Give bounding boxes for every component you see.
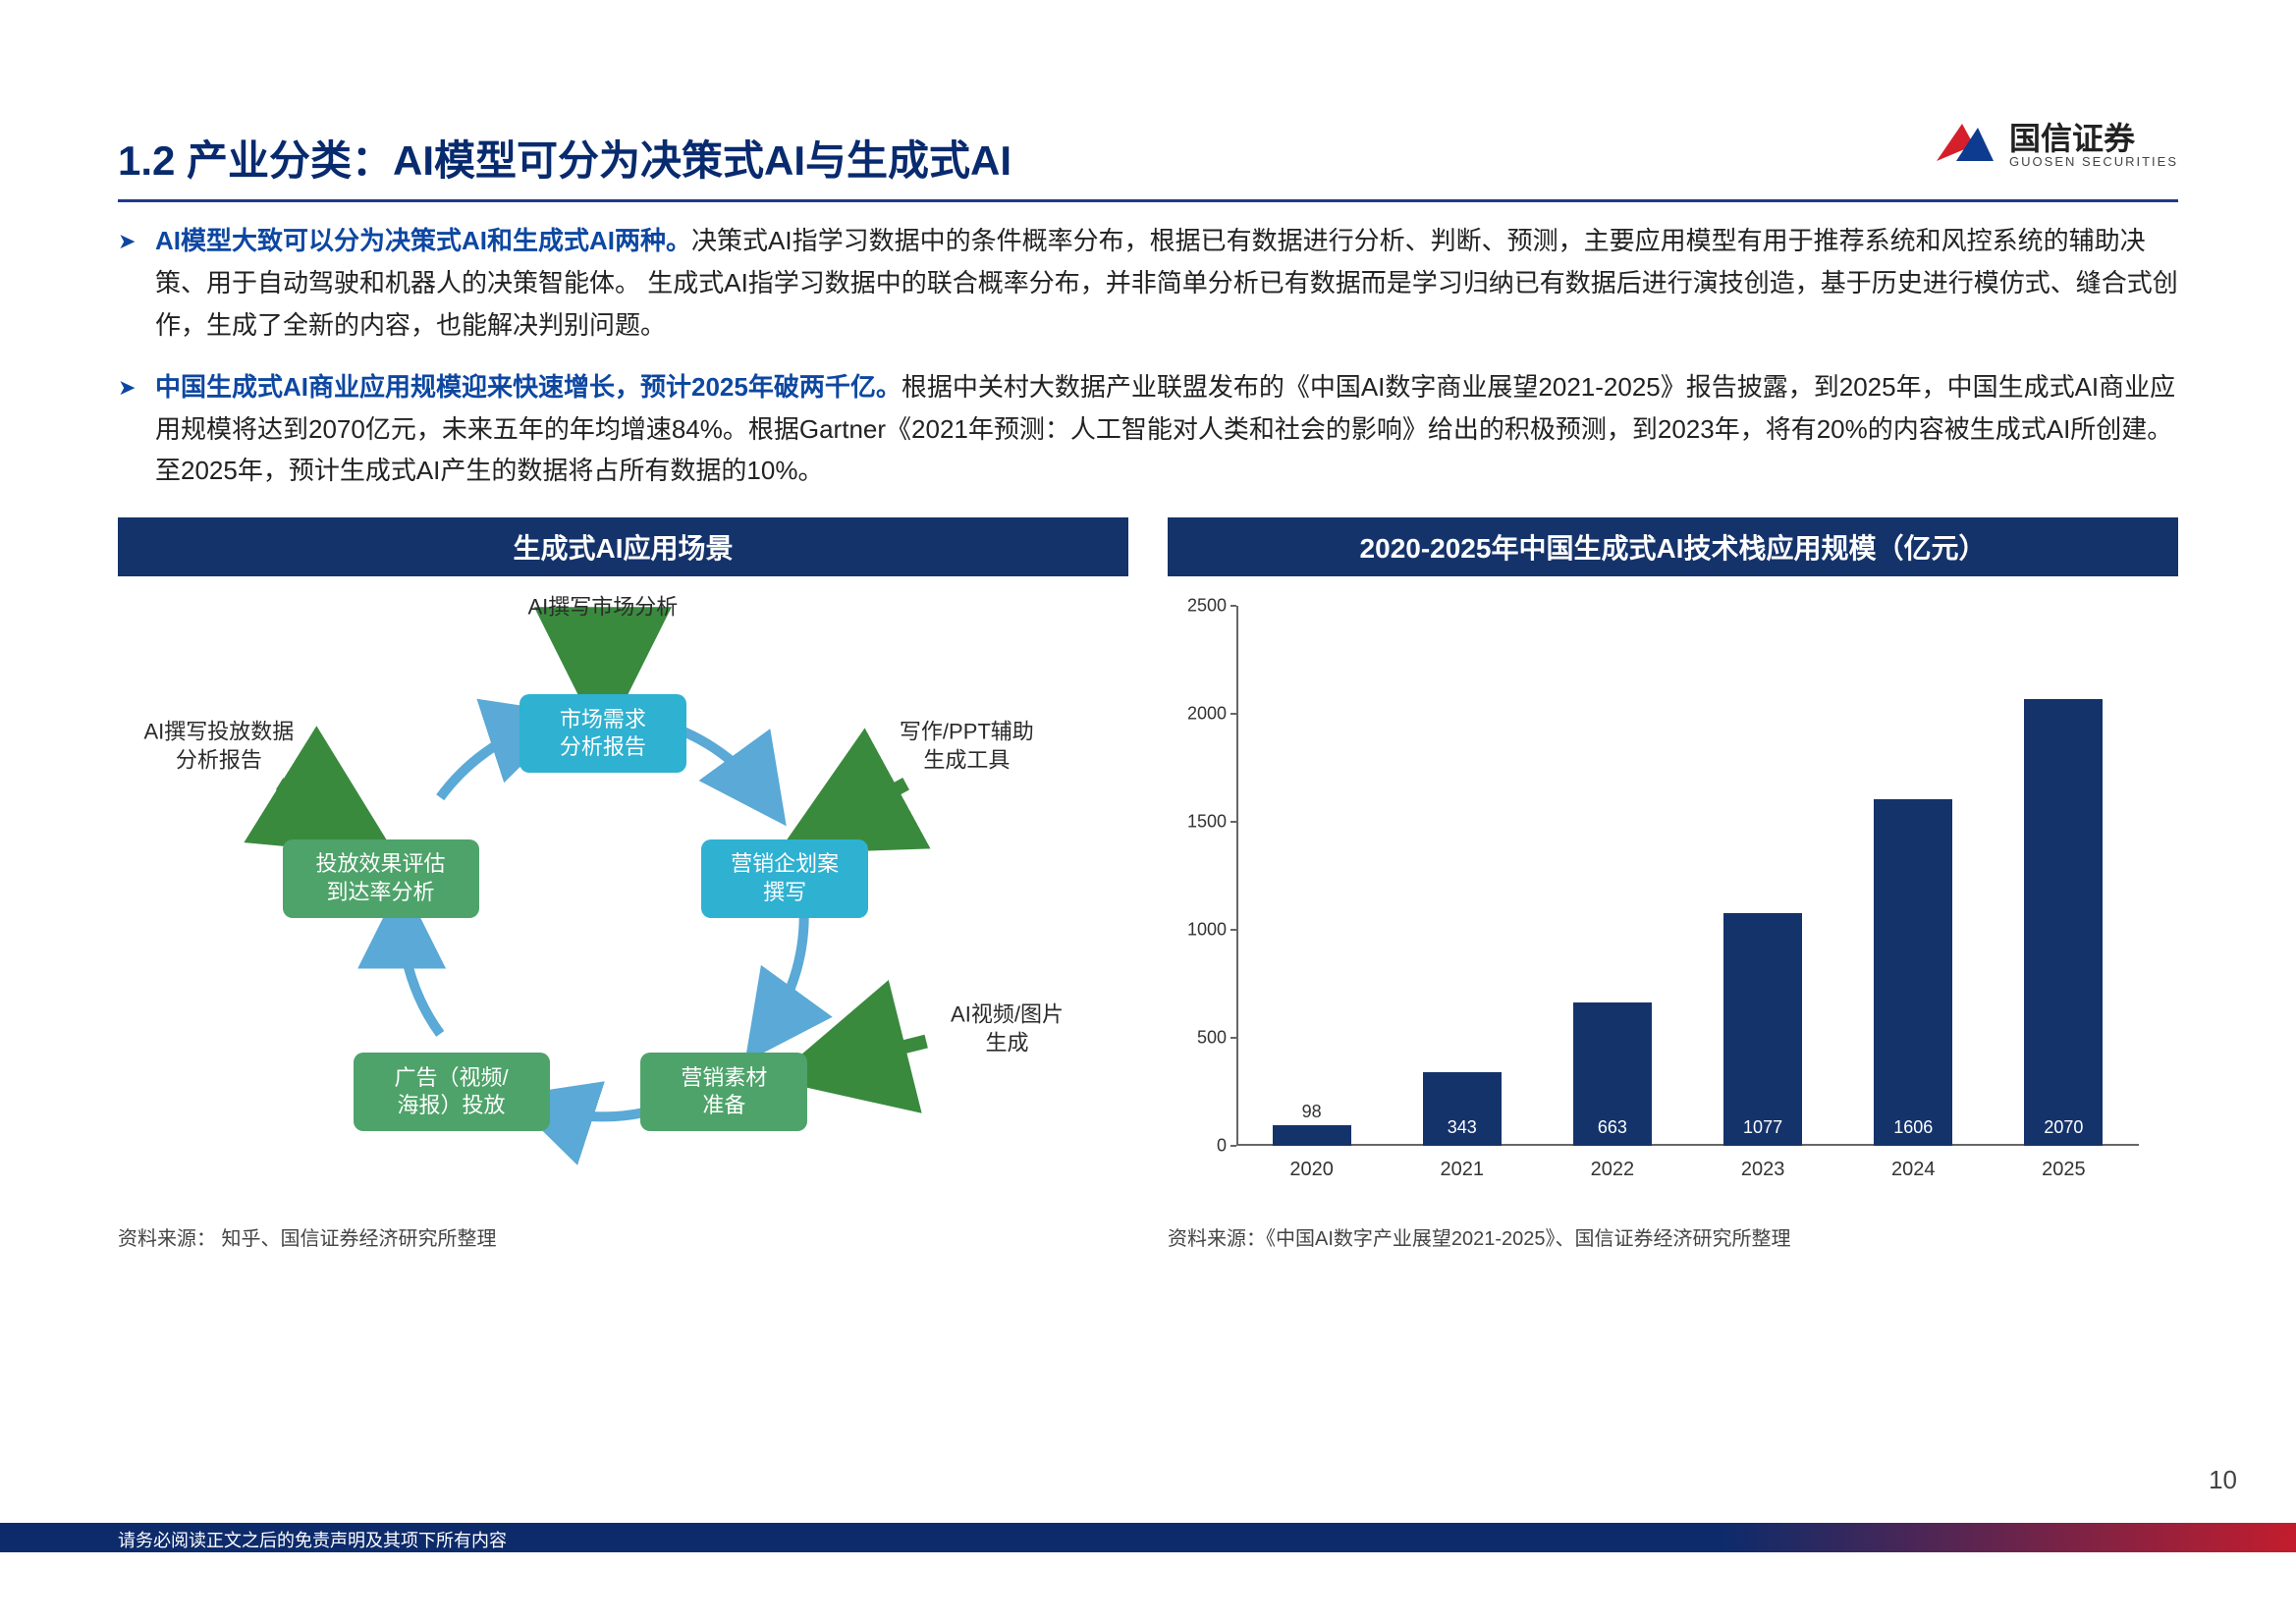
y-tick-label: 500 — [1177, 1028, 1227, 1049]
panel-flowchart-source: 资料来源： 知乎、国信证券经济研究所整理 — [118, 1222, 1128, 1251]
panel-bar-chart-source: 资料来源：《中国AI数字产业展望2021-2025》、国信证券经济研究所整理 — [1168, 1222, 2178, 1251]
flow-node: 营销企划案 撰写 — [701, 839, 868, 918]
bullet-list: ➤ AI模型大致可以分为决策式AI和生成式AI两种。决策式AI指学习数据中的条件… — [118, 220, 2178, 492]
footer-bar: 请务必阅读正文之后的免责声明及其项下所有内容 — [0, 1523, 2296, 1552]
logo-icon — [1929, 118, 1997, 173]
flow-label: AI视频/图片生成 — [947, 1001, 1067, 1057]
bullet-item: ➤ AI模型大致可以分为决策式AI和生成式AI两种。决策式AI指学习数据中的条件… — [118, 220, 2178, 347]
y-tick-mark — [1230, 713, 1236, 715]
bar-value-label: 343 — [1423, 1117, 1502, 1138]
y-tick-label: 0 — [1177, 1136, 1227, 1157]
page-title: 1.2 产业分类：AI模型可分为决策式AI与生成式AI — [118, 128, 1011, 188]
bullet-lead: 中国生成式AI商业应用规模迎来快速增长，预计2025年破两千亿。 — [155, 372, 902, 402]
panel-flowchart: 生成式AI应用场景 市场需求 分析报告营销企划案 撰写营销素材 准备 广告（视频/… — [118, 517, 1128, 1251]
bar-chart-canvas: 0 500 1000 1500 2000 2500 98 2020 343 2021 663 2022… — [1168, 576, 2178, 1205]
flow-label: AI撰写市场分析 — [528, 594, 679, 622]
flowchart-arrows-svg — [118, 576, 1128, 1205]
flow-node: 营销素材 准备 — [640, 1053, 807, 1131]
bar: 98 — [1273, 1125, 1351, 1147]
x-tick-label: 2023 — [1741, 1159, 1785, 1181]
y-tick-mark — [1230, 821, 1236, 823]
x-axis — [1236, 1144, 2139, 1146]
bullet-item: ➤ 中国生成式AI商业应用规模迎来快速增长，预计2025年破两千亿。根据中关村大… — [118, 366, 2178, 493]
flow-node: 市场需求 分析报告 — [519, 694, 686, 773]
footer-disclaimer: 请务必阅读正文之后的免责声明及其项下所有内容 — [118, 1527, 507, 1552]
bar-value-label: 2070 — [2024, 1117, 2103, 1138]
bar-value-label: 1606 — [1874, 1117, 1952, 1138]
y-tick-label: 1000 — [1177, 920, 1227, 941]
y-tick-label: 2500 — [1177, 596, 1227, 617]
y-tick-mark — [1230, 929, 1236, 931]
flow-node: 投放效果评估 到达率分析 — [283, 839, 479, 918]
flow-node: 广告（视频/ 海报）投放 — [354, 1053, 550, 1131]
bar-value-label: 663 — [1573, 1117, 1652, 1138]
x-tick-label: 2021 — [1441, 1159, 1485, 1181]
y-axis — [1236, 606, 1238, 1146]
bar-value-label: 1077 — [1723, 1117, 1802, 1138]
panel-bar-chart-title: 2020-2025年中国生成式AI技术栈应用规模（亿元） — [1168, 517, 2178, 576]
y-tick-mark — [1230, 605, 1236, 607]
bar: 343 — [1423, 1072, 1502, 1146]
x-tick-label: 2020 — [1289, 1159, 1334, 1181]
y-tick-mark — [1230, 1145, 1236, 1147]
panel-bar-chart: 2020-2025年中国生成式AI技术栈应用规模（亿元） 0 500 1000 150… — [1168, 517, 2178, 1251]
page-number: 10 — [2209, 1465, 2237, 1495]
bullet-lead: AI模型大致可以分为决策式AI和生成式AI两种。 — [155, 226, 691, 255]
bar: 1077 — [1723, 913, 1802, 1146]
x-tick-label: 2024 — [1891, 1159, 1936, 1181]
flow-label: AI撰写投放数据 分析报告 — [143, 719, 294, 775]
y-tick-mark — [1230, 1037, 1236, 1039]
bar-value-label: 98 — [1273, 1102, 1351, 1122]
bullet-marker-icon: ➤ — [118, 366, 141, 493]
y-tick-label: 2000 — [1177, 704, 1227, 725]
y-tick-label: 1500 — [1177, 812, 1227, 833]
company-logo: 国信证券 GUOSEN SECURITIES — [1929, 118, 2178, 173]
x-tick-label: 2022 — [1591, 1159, 1635, 1181]
logo-text-zh: 国信证券 — [2009, 123, 2178, 154]
x-tick-label: 2025 — [2042, 1159, 2086, 1181]
flow-label: 写作/PPT辅助 生成工具 — [900, 719, 1034, 775]
flowchart-canvas: 市场需求 分析报告营销企划案 撰写营销素材 准备 广告（视频/ 海报）投放 投放效果… — [118, 576, 1128, 1205]
bar: 2070 — [2024, 699, 2103, 1146]
logo-text-en: GUOSEN SECURITIES — [2009, 154, 2178, 169]
panel-flowchart-title: 生成式AI应用场景 — [118, 517, 1128, 576]
bullet-marker-icon: ➤ — [118, 220, 141, 347]
bar: 1606 — [1874, 799, 1952, 1146]
bar: 663 — [1573, 1002, 1652, 1146]
